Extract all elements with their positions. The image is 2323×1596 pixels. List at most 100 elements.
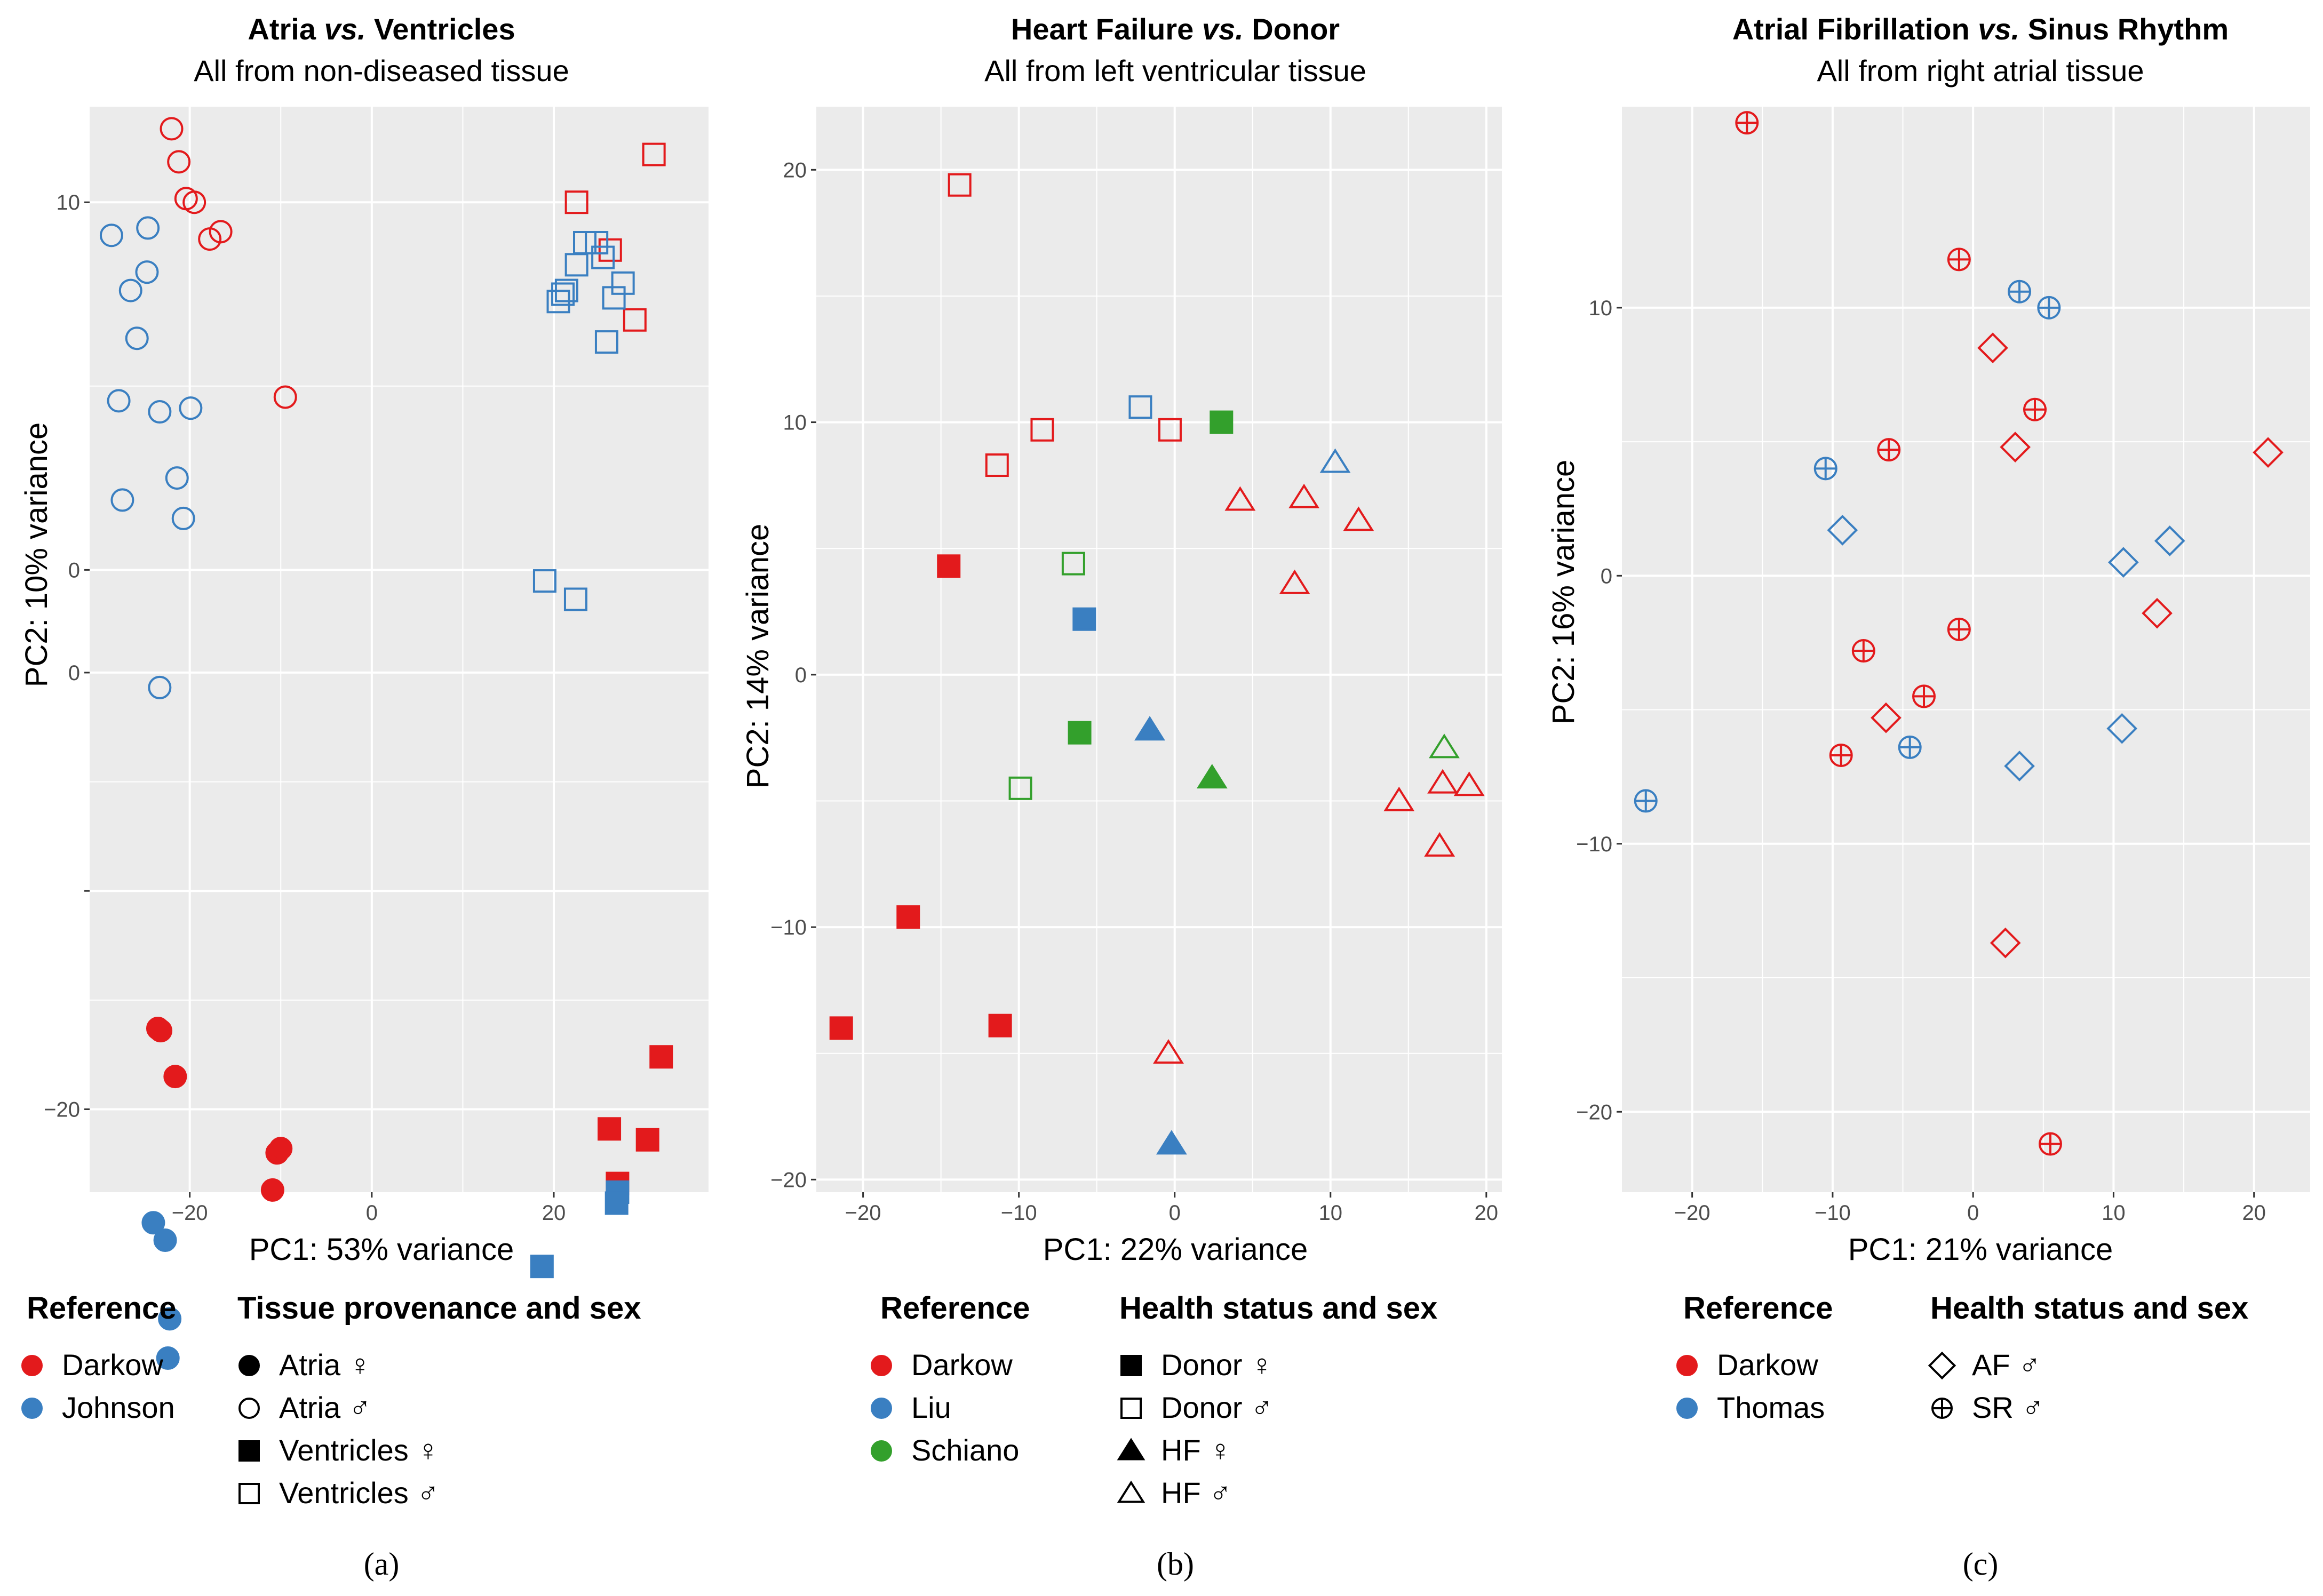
y-tick-label: 20	[783, 158, 807, 182]
panel-c-point	[1947, 248, 1971, 272]
panel-b-point	[988, 1014, 1012, 1038]
panel-a-point	[165, 466, 189, 490]
y-tick-label: 0	[68, 661, 80, 685]
legend-group-swatch	[1120, 1398, 1142, 1419]
legend-group-label: Ventricles ♀	[279, 1433, 439, 1467]
panel-c-subtitle: All from right atrial tissue	[1817, 54, 2144, 87]
panel-c-y-label: PC2: 16% variance	[1546, 460, 1581, 724]
panel-a-point	[99, 224, 123, 248]
panel-a-point	[136, 216, 160, 240]
panel-c-point	[1947, 617, 1971, 641]
legend-group-swatch	[1928, 1351, 1956, 1380]
panel-a-grid-upper	[90, 107, 709, 651]
panel-b-subtitle: All from left ventricular tissue	[984, 54, 1366, 87]
legend-group-label: Donor ♀	[1161, 1348, 1273, 1382]
panel-a-point	[532, 569, 556, 593]
legend-a-group-items: Atria ♀ Atria ♂ Ventricles ♀ Ventricles ♂	[238, 1348, 439, 1510]
panel-a-point	[156, 1346, 180, 1370]
panel-a-x-ticks: −20 0 20	[172, 1192, 566, 1225]
panel-c-point	[1827, 515, 1858, 546]
panel-a-point	[563, 587, 587, 611]
legend-reference-label: Darkow	[911, 1348, 1013, 1382]
legend-group-label: Ventricles ♂	[279, 1476, 439, 1510]
panel-b-point	[1156, 1130, 1187, 1155]
panel-b-x-ticks: −20 −10 0 10 20	[845, 1192, 1498, 1225]
legend-reference-label: Darkow	[62, 1348, 163, 1382]
legend-group-label: AF ♂	[1972, 1348, 2041, 1382]
panel-b-points	[829, 173, 1485, 1155]
legend-group-swatch	[1120, 1355, 1142, 1376]
panel-a-point	[611, 271, 635, 295]
panel-a-point	[110, 488, 134, 512]
panel-b-point	[985, 453, 1009, 477]
panel-a-subtitle: All from non-diseased tissue	[194, 54, 569, 87]
panel-a-point	[564, 253, 588, 277]
panel-a-point	[141, 1211, 165, 1235]
panel-a-grid-lower	[90, 651, 709, 1192]
legend-b-reference-title: Reference	[880, 1291, 1030, 1326]
panel-c-point	[2106, 713, 2138, 744]
panel-c-point	[1898, 735, 1922, 759]
panel-a-point	[598, 1117, 622, 1141]
panel-b-point	[1210, 410, 1234, 434]
panel-a-y-ticks-upper: 0 10	[57, 191, 90, 582]
panel-b-x-label: PC1: 22% variance	[1043, 1232, 1308, 1267]
x-tick-label: −20	[845, 1201, 881, 1225]
panel-a-point	[635, 1128, 659, 1152]
x-tick-label: −10	[1815, 1201, 1851, 1225]
legend-reference-label: Johnson	[62, 1391, 175, 1424]
legend-reference-label: Schiano	[911, 1433, 1019, 1467]
panel-c-point	[2023, 397, 2047, 421]
panel-c-point	[1813, 457, 1837, 481]
panel-c-x-ticks: −20 −10 0 10 20	[1674, 1192, 2266, 1225]
panel-b-point	[1068, 721, 1092, 745]
x-tick-label: 10	[2102, 1201, 2126, 1225]
panel-a-point	[273, 385, 297, 409]
legend-group-swatch	[1117, 1480, 1145, 1503]
panel-a-point	[135, 260, 159, 284]
legend-reference-swatch	[1676, 1355, 1698, 1376]
x-tick-label: −20	[172, 1201, 208, 1225]
panel-b-point	[1427, 769, 1458, 794]
legend-group-swatch	[238, 1483, 260, 1504]
panel-a-point	[163, 1065, 187, 1089]
legend-c-reference-title: Reference	[1683, 1291, 1833, 1326]
legend-c-reference-items: Darkow Thomas	[1676, 1348, 1825, 1424]
panel-c-point	[1877, 438, 1901, 462]
panel-c-points	[1634, 111, 2284, 1156]
x-tick-label: 0	[1967, 1201, 1979, 1225]
panel-c-label: (c)	[1963, 1546, 1999, 1582]
y-tick-label: 10	[783, 411, 807, 435]
panel-b-point	[1128, 395, 1152, 419]
panel-b-title: Heart Failure vs. Donor	[1011, 12, 1340, 46]
panel-a-point	[153, 1228, 177, 1252]
panel-a-label: (a)	[364, 1546, 400, 1582]
panel-c-point	[1912, 684, 1936, 708]
panel-a-point	[260, 1178, 284, 1202]
panel-a-point	[158, 1307, 182, 1331]
panel-a-point	[585, 231, 609, 254]
x-tick-label: −20	[1674, 1201, 1711, 1225]
panel-a-point	[118, 278, 142, 302]
panel-c-plot-bg	[1622, 107, 2310, 1192]
y-tick-label: 0	[68, 558, 80, 582]
panel-b-point	[1424, 832, 1455, 857]
x-tick-label: 20	[542, 1201, 566, 1225]
panel-c-x-label: PC1: 21% variance	[1848, 1232, 2113, 1267]
legend-group-label: Donor ♂	[1161, 1391, 1273, 1424]
panel-b-point	[948, 173, 972, 197]
legend-reference-swatch	[1676, 1398, 1698, 1419]
legend-group-label: HF ♂	[1161, 1476, 1231, 1510]
panel-b-legend: Reference Health status and sex Darkow Li…	[871, 1291, 1437, 1510]
x-tick-label: 20	[1475, 1201, 1499, 1225]
y-tick-label: 10	[57, 191, 81, 214]
legend-reference-swatch	[21, 1398, 43, 1419]
panel-a-point	[594, 330, 618, 354]
panel-a-point	[269, 1137, 293, 1161]
legend-b-groups-title: Health status and sex	[1119, 1291, 1437, 1326]
panel-b-point	[1030, 418, 1054, 442]
panel-b-point	[1153, 1039, 1184, 1064]
panel-a-y-label: PC2: 10% variance	[19, 422, 54, 687]
panel-c-point	[2154, 525, 2185, 556]
panel-b-point	[1429, 733, 1460, 759]
